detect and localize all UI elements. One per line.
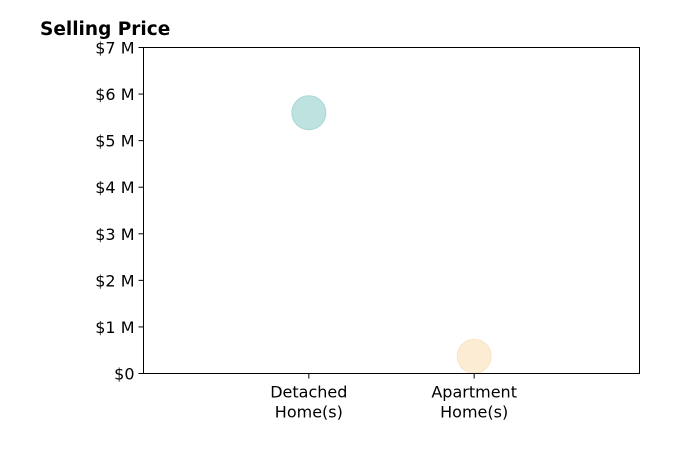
y-tick-label-7: $7 M [95,39,134,58]
x-tick-label-0: Detached Home(s) [270,383,347,422]
y-tick-label-6: $6 M [95,85,134,104]
y-tick-label-5: $5 M [95,132,134,151]
data-point-0 [291,95,327,131]
y-tick-label-4: $4 M [95,178,134,197]
y-tick-label-0: $0 [114,365,134,384]
y-axis: $0 $1 M $2 M $3 M $4 M $5 M $6 M $7 M [95,39,144,384]
x-axis: Detached Home(s) Apartment Home(s) [270,373,517,422]
y-tick-label-1: $1 M [95,318,134,337]
chart-title: Selling Price [40,19,170,40]
y-tick-label-3: $3 M [95,225,134,244]
x-tick-label-1: Apartment Home(s) [431,383,517,422]
plot-frame [143,47,640,374]
y-tick-label-2: $2 M [95,271,134,290]
points-layer [291,95,492,374]
data-point-1 [456,338,492,374]
